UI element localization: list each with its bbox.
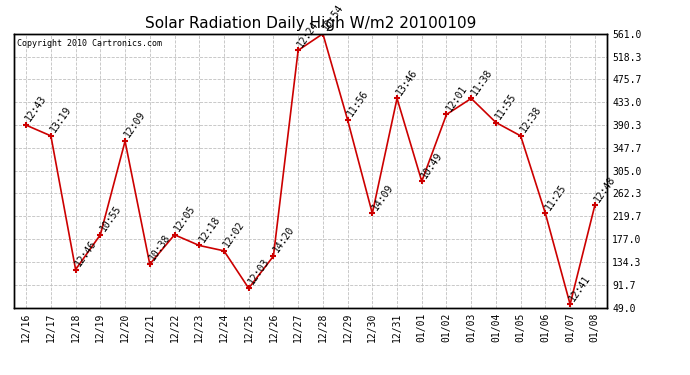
Text: 12:02: 12:02 xyxy=(221,219,246,249)
Text: 12:43: 12:43 xyxy=(23,94,49,123)
Text: 12:09: 12:09 xyxy=(123,110,148,140)
Title: Solar Radiation Daily High W/m2 20100109: Solar Radiation Daily High W/m2 20100109 xyxy=(145,16,476,31)
Text: 12:01: 12:01 xyxy=(444,83,469,113)
Text: 13:46: 13:46 xyxy=(395,67,420,97)
Text: 11:38: 11:38 xyxy=(469,67,494,97)
Text: Copyright 2010 Cartronics.com: Copyright 2010 Cartronics.com xyxy=(17,39,161,48)
Text: 12:38: 12:38 xyxy=(518,105,543,134)
Text: 14:20: 14:20 xyxy=(271,225,296,255)
Text: 12:03: 12:03 xyxy=(246,257,271,286)
Text: 14:09: 14:09 xyxy=(370,182,395,212)
Text: 12:05: 12:05 xyxy=(172,203,197,233)
Text: 13:19: 13:19 xyxy=(48,105,74,134)
Text: 11:55: 11:55 xyxy=(493,91,519,121)
Text: 12:41: 12:41 xyxy=(568,273,593,303)
Text: 12:24: 12:24 xyxy=(296,19,321,49)
Text: 12:18: 12:18 xyxy=(197,214,222,244)
Text: 10:38: 10:38 xyxy=(148,233,172,262)
Text: 10:49: 10:49 xyxy=(420,150,444,180)
Text: 11:56: 11:56 xyxy=(345,88,371,118)
Text: 12:48: 12:48 xyxy=(593,174,618,204)
Text: 10:54: 10:54 xyxy=(320,2,346,32)
Text: 10:55: 10:55 xyxy=(98,203,123,233)
Text: 12:46: 12:46 xyxy=(73,238,98,268)
Text: 11:25: 11:25 xyxy=(543,182,568,212)
